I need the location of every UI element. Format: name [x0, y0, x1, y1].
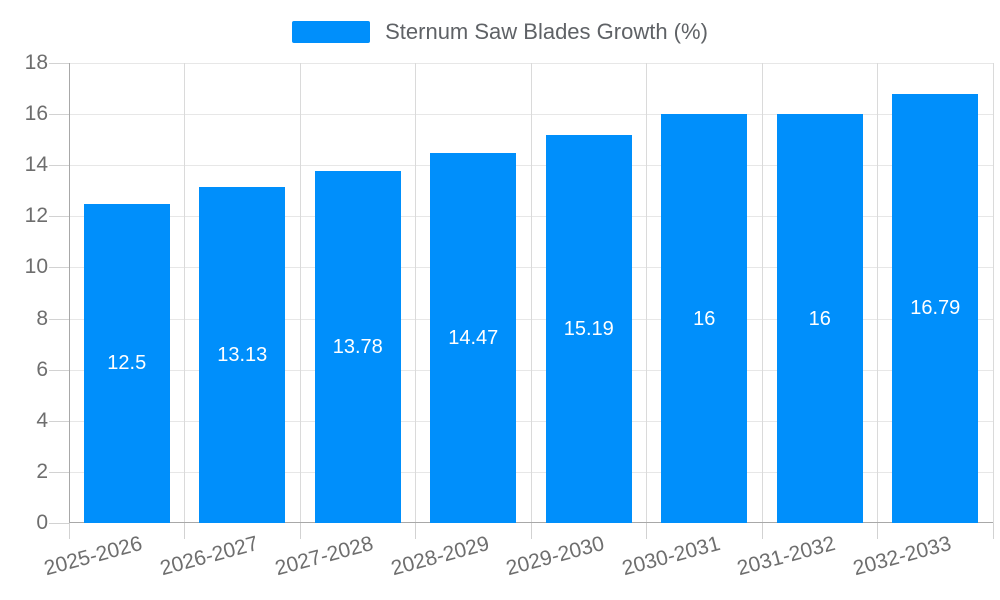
- x-axis-tick: [68, 523, 70, 539]
- x-gridline: [877, 63, 878, 523]
- legend[interactable]: Sternum Saw Blades Growth (%): [0, 19, 1000, 45]
- x-axis-label: 2028-2029: [388, 531, 492, 581]
- bar[interactable]: [199, 187, 286, 523]
- y-axis-label: 8: [36, 306, 48, 330]
- y-axis-label: 16: [24, 102, 48, 126]
- y-axis-tick: [49, 165, 69, 167]
- y-axis-tick: [49, 216, 69, 218]
- x-gridline: [992, 63, 994, 523]
- y-axis-tick: [49, 318, 69, 320]
- x-axis-label: 2027-2028: [272, 531, 376, 581]
- bar[interactable]: [314, 170, 401, 523]
- legend-series-marker: [292, 21, 371, 43]
- x-axis-label: 2030-2031: [619, 531, 723, 581]
- y-axis-tick: [49, 267, 69, 269]
- bar-value-label: 12.5: [107, 352, 147, 375]
- y-axis-label: 2: [36, 459, 48, 483]
- y-axis-label: 0: [36, 511, 48, 534]
- y-axis-label: 14: [24, 153, 48, 177]
- x-axis-tick: [992, 523, 994, 539]
- x-gridline: [646, 63, 647, 523]
- x-axis-label: 2031-2032: [734, 531, 838, 581]
- x-axis-tick: [761, 523, 763, 539]
- bar[interactable]: [892, 93, 979, 523]
- y-axis-line: [69, 63, 70, 523]
- bar[interactable]: [661, 114, 748, 523]
- x-axis-tick: [184, 523, 185, 539]
- bar-value-label: 16: [693, 307, 716, 330]
- x-axis-tick: [877, 523, 878, 539]
- x-axis-tick: [415, 523, 416, 539]
- x-axis-tick: [530, 523, 532, 539]
- y-axis-label: 6: [36, 357, 48, 381]
- bar-value-label: 16.79: [910, 297, 961, 320]
- bar[interactable]: [776, 114, 863, 523]
- x-axis-tick: [299, 523, 301, 539]
- x-gridline: [415, 63, 416, 523]
- y-axis-tick: [49, 63, 69, 64]
- y-axis-label: 4: [36, 408, 48, 432]
- x-axis-label: 2032-2033: [850, 531, 954, 581]
- bar[interactable]: [83, 203, 170, 523]
- x-axis-tick: [646, 523, 647, 539]
- bar-value-label: 15.19: [563, 317, 614, 340]
- x-gridline: [299, 63, 301, 523]
- bar-value-label: 14.47: [448, 327, 499, 350]
- x-axis-label: 2029-2030: [503, 531, 607, 581]
- bar[interactable]: [430, 153, 517, 523]
- y-axis-tick: [49, 114, 69, 116]
- y-axis-label: 18: [24, 51, 48, 74]
- y-axis-tick: [49, 369, 69, 371]
- x-gridline: [184, 63, 185, 523]
- y-axis-label: 12: [24, 204, 48, 228]
- x-axis-label: 2026-2027: [157, 531, 261, 581]
- y-axis-label: 10: [24, 255, 48, 279]
- plot-area: 12.5 13.13 13.78 14.47 15.19 16 16 16.79: [69, 63, 994, 523]
- x-gridline: [761, 63, 763, 523]
- x-axis-label: 2025-2026: [41, 531, 145, 581]
- bar-value-label: 13.13: [217, 344, 268, 367]
- bar[interactable]: [545, 134, 632, 523]
- bar-value-label: 13.78: [332, 335, 383, 358]
- x-gridline: [530, 63, 532, 523]
- legend-series-label: Sternum Saw Blades Growth (%): [385, 19, 708, 44]
- bar-value-label: 16: [808, 307, 831, 330]
- x-axis-line: [69, 522, 993, 523]
- y-axis-tick: [49, 420, 69, 422]
- y-axis-tick: [49, 471, 69, 473]
- y-axis-tick: [49, 523, 69, 524]
